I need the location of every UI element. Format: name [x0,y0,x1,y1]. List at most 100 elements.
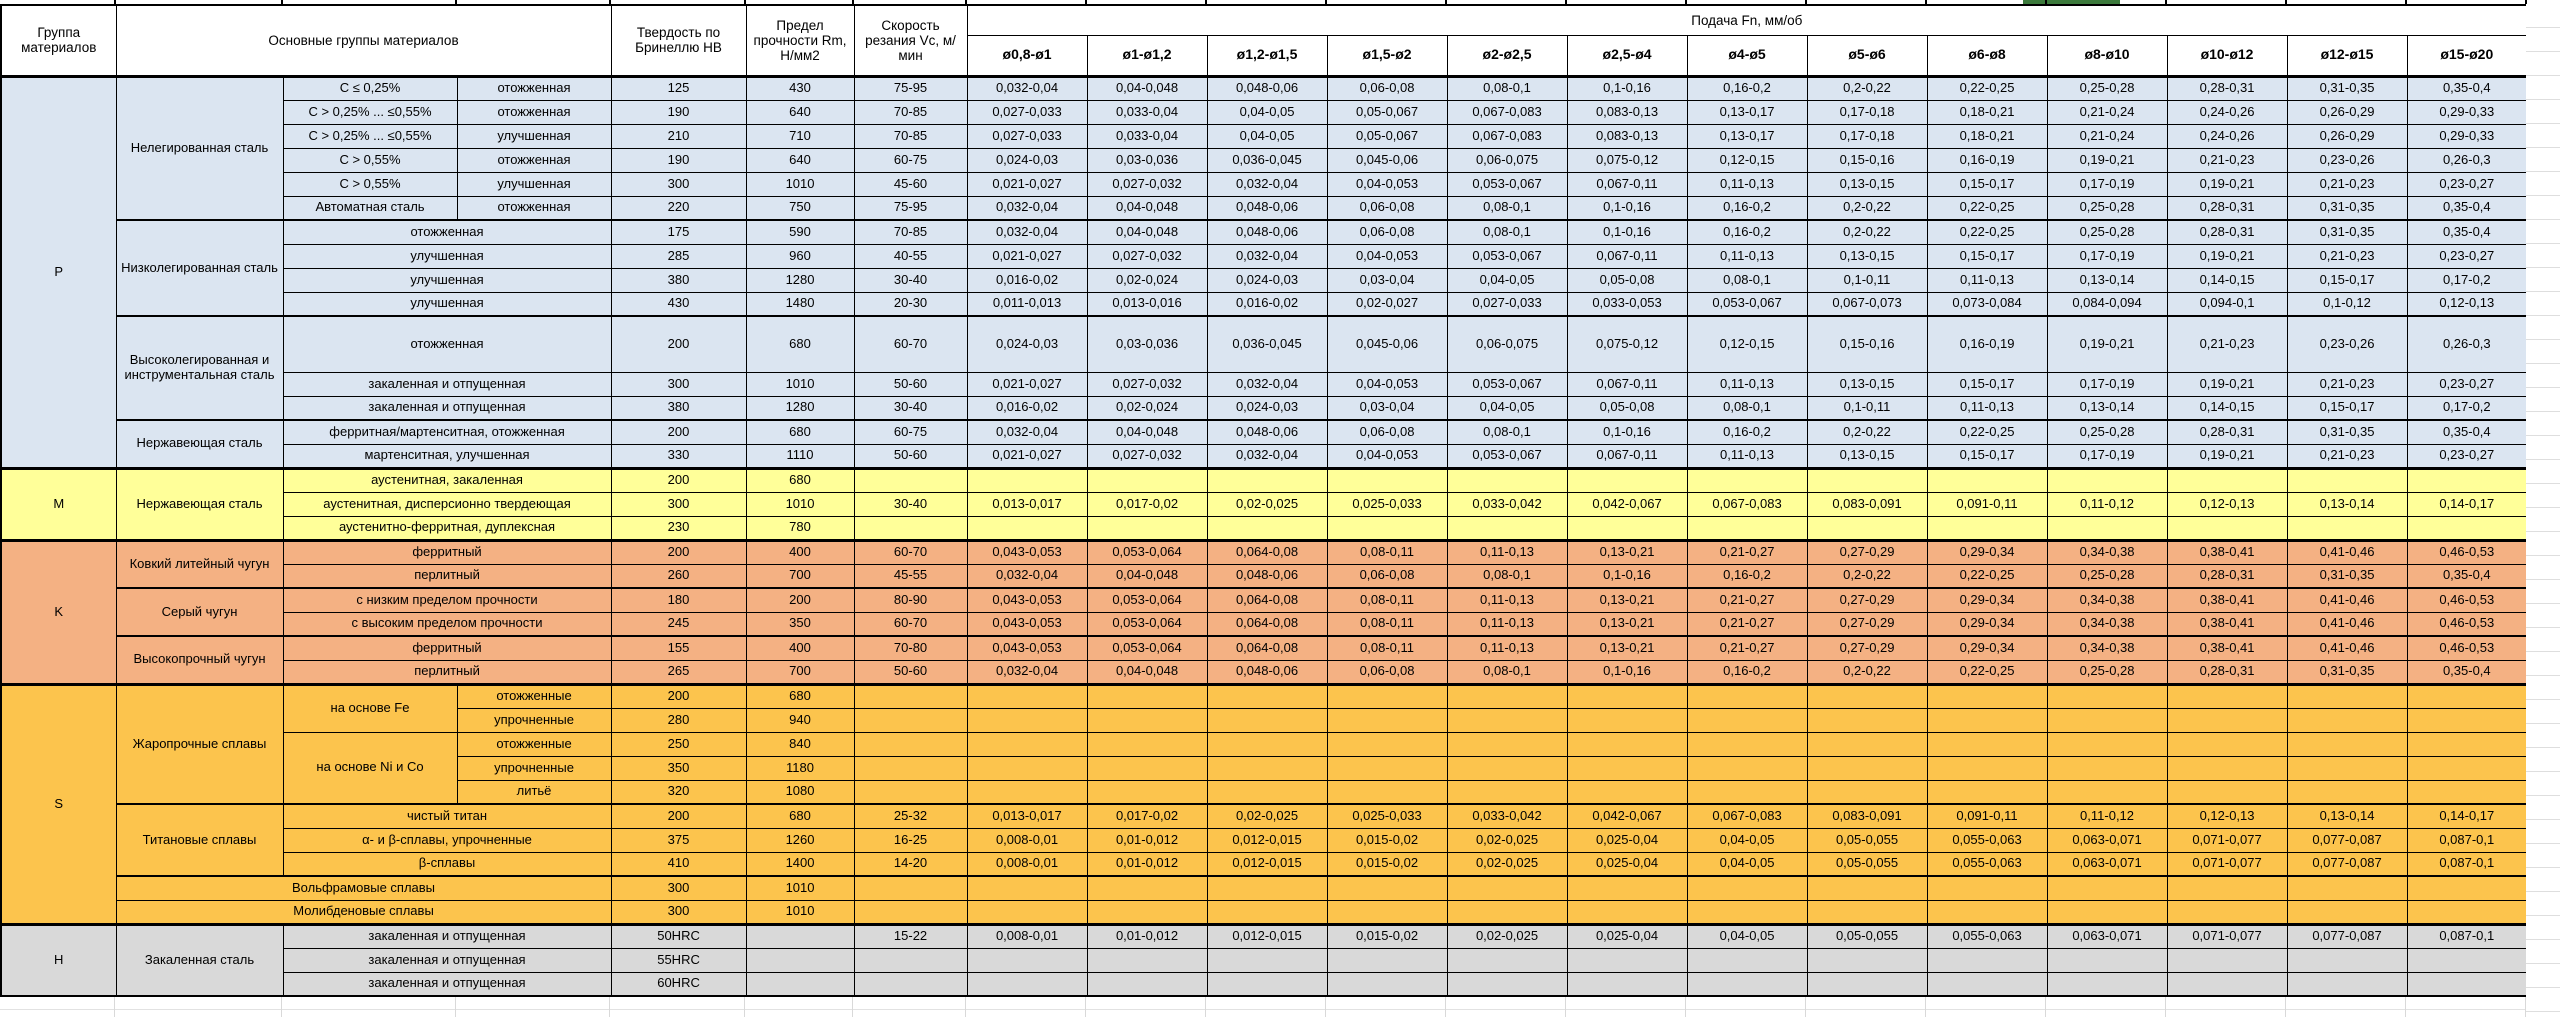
hb-cell[interactable]: 280 [611,708,746,732]
feed-cell[interactable]: 0,008-0,01 [967,828,1087,852]
hb-cell[interactable]: 190 [611,148,746,172]
rm-cell[interactable]: 680 [746,468,854,492]
feed-cell[interactable]: 0,067-0,073 [1807,292,1927,316]
feed-cell[interactable]: 0,071-0,077 [2167,924,2287,948]
feed-cell[interactable] [2047,468,2167,492]
feed-cell[interactable]: 0,13-0,17 [1687,124,1807,148]
feed-cell[interactable] [967,948,1087,972]
rm-cell[interactable]: 400 [746,540,854,564]
feed-cell[interactable]: 0,015-0,02 [1327,924,1447,948]
vc-cell[interactable]: 70-85 [854,100,967,124]
condition-cell[interactable]: перлитный [283,564,611,588]
feed-cell[interactable]: 0,24-0,26 [2167,124,2287,148]
feed-cell[interactable] [2047,516,2167,540]
rm-cell[interactable]: 780 [746,516,854,540]
hb-cell[interactable]: 265 [611,660,746,684]
feed-cell[interactable] [1207,732,1327,756]
feed-cell[interactable]: 0,027-0,032 [1087,444,1207,468]
feed-cell[interactable]: 0,35-0,4 [2407,420,2527,444]
feed-cell[interactable] [1447,684,1567,708]
feed-cell[interactable]: 0,016-0,02 [967,396,1087,420]
rm-cell[interactable]: 680 [746,316,854,372]
feed-cell[interactable] [967,468,1087,492]
feed-cell[interactable] [2287,684,2407,708]
hb-cell[interactable]: 300 [611,876,746,900]
rm-cell[interactable]: 680 [746,684,854,708]
feed-cell[interactable]: 0,04-0,05 [1447,268,1567,292]
feed-cell[interactable]: 0,048-0,06 [1207,564,1327,588]
feed-cell[interactable] [1447,516,1567,540]
feed-cell[interactable] [1927,876,2047,900]
hb-cell[interactable]: 125 [611,76,746,100]
feed-cell[interactable]: 0,06-0,08 [1327,220,1447,244]
feed-cell[interactable] [2407,780,2527,804]
vc-cell[interactable]: 75-95 [854,76,967,100]
hb-cell[interactable]: 250 [611,732,746,756]
hb-cell[interactable]: 175 [611,220,746,244]
feed-cell[interactable] [1567,732,1687,756]
condition-cell[interactable]: α- и β-сплавы, упрочненные [283,828,611,852]
feed-cell[interactable]: 0,2-0,22 [1807,220,1927,244]
feed-cell[interactable]: 0,013-0,016 [1087,292,1207,316]
feed-cell[interactable] [1327,972,1447,996]
feed-cell[interactable] [2047,708,2167,732]
vc-cell[interactable]: 70-85 [854,220,967,244]
feed-cell[interactable]: 0,027-0,032 [1087,372,1207,396]
feed-cell[interactable] [2407,468,2527,492]
feed-cell[interactable]: 0,11-0,13 [1447,636,1567,660]
feed-cell[interactable] [2167,876,2287,900]
rm-cell[interactable]: 1480 [746,292,854,316]
hb-cell[interactable]: 245 [611,612,746,636]
feed-cell[interactable]: 0,08-0,1 [1447,196,1567,220]
header-diameter[interactable]: ø1-ø1,2 [1087,35,1207,76]
header-hardness[interactable]: Твердость по Бринеллю НВ [611,5,746,76]
feed-cell[interactable] [1087,516,1207,540]
vc-cell[interactable]: 45-60 [854,172,967,196]
feed-cell[interactable]: 0,16-0,2 [1687,220,1807,244]
feed-cell[interactable]: 0,055-0,063 [1927,852,2047,876]
feed-cell[interactable]: 0,053-0,064 [1087,636,1207,660]
feed-cell[interactable]: 0,11-0,13 [1447,540,1567,564]
condition-cell[interactable]: ферритный [283,540,611,564]
feed-cell[interactable]: 0,024-0,03 [967,316,1087,372]
feed-cell[interactable]: 0,13-0,14 [2287,492,2407,516]
feed-cell[interactable]: 0,025-0,033 [1327,492,1447,516]
feed-cell[interactable]: 0,067-0,11 [1567,244,1687,268]
feed-cell[interactable]: 0,2-0,22 [1807,564,1927,588]
feed-cell[interactable]: 0,06-0,08 [1327,76,1447,100]
feed-cell[interactable] [2407,756,2527,780]
condition-cell[interactable]: упрочненные [457,708,611,732]
feed-cell[interactable] [1207,468,1327,492]
condition-cell[interactable]: Вольфрамовые сплавы [116,876,611,900]
feed-cell[interactable] [2167,732,2287,756]
feed-cell[interactable]: 0,032-0,04 [967,420,1087,444]
feed-cell[interactable]: 0,27-0,29 [1807,588,1927,612]
feed-cell[interactable]: 0,067-0,083 [1447,124,1567,148]
feed-cell[interactable]: 0,083-0,13 [1567,124,1687,148]
feed-cell[interactable]: 0,25-0,28 [2047,76,2167,100]
feed-cell[interactable]: 0,21-0,23 [2287,244,2407,268]
condition-cell[interactable]: закаленная и отпущенная [283,372,611,396]
vc-cell[interactable]: 15-22 [854,924,967,948]
rm-cell[interactable]: 430 [746,76,854,100]
feed-cell[interactable]: 0,075-0,12 [1567,316,1687,372]
feed-cell[interactable] [2407,876,2527,900]
feed-cell[interactable]: 0,11-0,12 [2047,804,2167,828]
feed-cell[interactable] [2167,468,2287,492]
feed-cell[interactable]: 0,15-0,17 [1927,372,2047,396]
feed-cell[interactable] [1087,780,1207,804]
feed-cell[interactable] [1087,684,1207,708]
feed-cell[interactable]: 0,1-0,12 [2287,292,2407,316]
feed-cell[interactable]: 0,067-0,11 [1567,444,1687,468]
feed-cell[interactable]: 0,22-0,25 [1927,564,2047,588]
hb-cell[interactable]: 220 [611,196,746,220]
rm-cell[interactable]: 1280 [746,268,854,292]
feed-cell[interactable]: 0,15-0,17 [2287,268,2407,292]
feed-cell[interactable]: 0,02-0,025 [1207,804,1327,828]
rm-cell[interactable]: 350 [746,612,854,636]
feed-cell[interactable]: 0,063-0,071 [2047,852,2167,876]
feed-cell[interactable]: 0,03-0,036 [1087,316,1207,372]
feed-cell[interactable] [2167,972,2287,996]
feed-cell[interactable]: 0,043-0,053 [967,588,1087,612]
feed-cell[interactable]: 0,053-0,064 [1087,540,1207,564]
